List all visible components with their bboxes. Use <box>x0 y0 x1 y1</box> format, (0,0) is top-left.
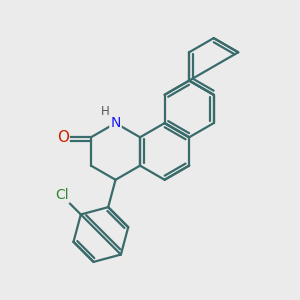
Text: Cl: Cl <box>55 188 69 203</box>
Text: O: O <box>57 130 69 145</box>
Text: H: H <box>101 105 110 118</box>
Text: N: N <box>110 116 121 130</box>
